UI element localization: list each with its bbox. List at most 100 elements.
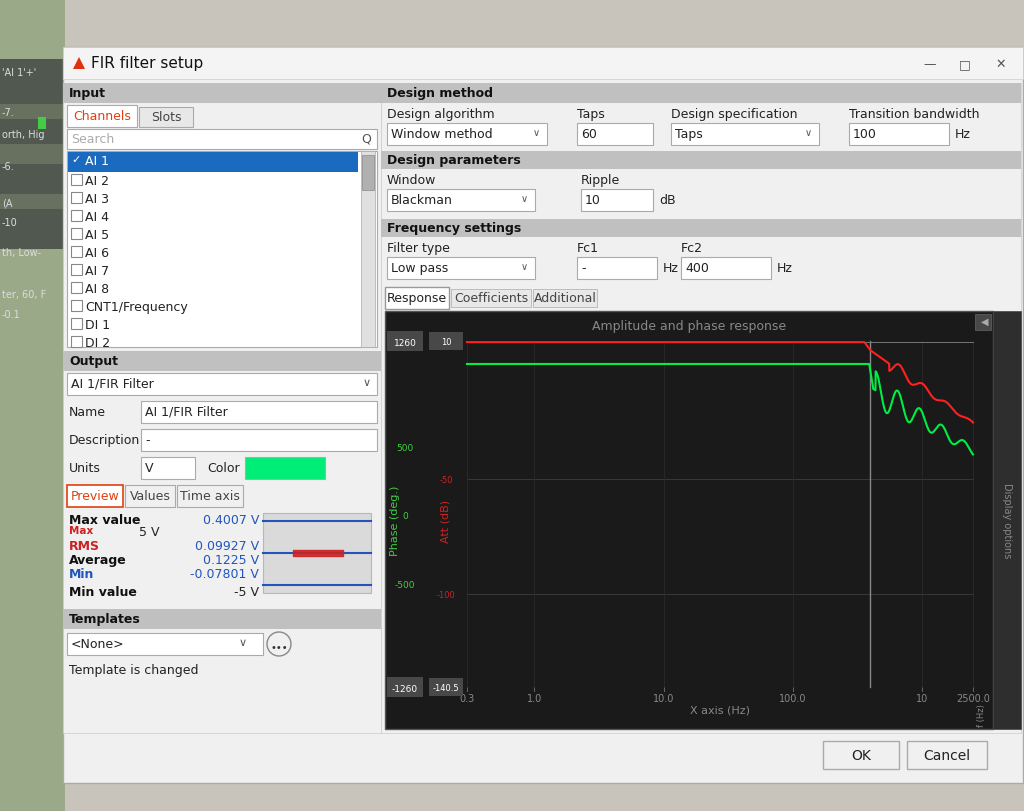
Text: ✓: ✓ [71,155,80,165]
Bar [385,288,449,310]
Bar [0,120,65,145]
Text: Template is changed: Template is changed [69,663,199,676]
Text: -: - [145,433,150,446]
Bar [975,315,991,331]
Bar [141,430,377,452]
Bar [63,609,381,629]
Text: -5 V: -5 V [234,586,259,599]
Bar [381,152,1021,169]
Bar [63,48,1023,80]
Bar [0,105,65,120]
Bar [0,210,65,250]
Text: Design method: Design method [387,87,493,100]
Text: 100.0: 100.0 [779,693,806,703]
Bar [385,311,993,729]
Bar [0,145,65,165]
Text: AI 6: AI 6 [85,247,109,260]
Bar [71,175,82,186]
Bar [581,190,653,212]
Text: •••: ••• [270,642,288,652]
Bar [63,84,381,733]
Text: ◀: ◀ [981,316,988,327]
Text: -0.1: -0.1 [2,310,20,320]
Text: -50: -50 [439,476,453,485]
Text: Blackman: Blackman [391,194,453,207]
Bar [71,264,82,276]
Bar [71,337,82,348]
Bar [71,193,82,204]
Text: Design specification: Design specification [671,108,798,121]
Text: (A: (A [2,198,12,208]
Bar [177,486,243,508]
Text: Window method: Window method [391,128,493,141]
Bar [381,220,1021,238]
Bar [387,258,535,280]
Bar [387,677,423,697]
Bar [71,211,82,221]
Bar [577,124,653,146]
Text: 1.0: 1.0 [527,693,542,703]
Bar [849,124,949,146]
Text: Design parameters: Design parameters [387,154,521,167]
Bar [0,195,65,210]
Text: Display options: Display options [1002,483,1012,558]
Text: ∨: ∨ [362,378,371,388]
Text: Input: Input [69,87,106,100]
Text: -100: -100 [436,590,456,599]
Text: ter, 60, F: ter, 60, F [2,290,46,299]
Text: Time axis: Time axis [180,489,240,502]
Text: X axis (Hz): X axis (Hz) [690,705,750,715]
Bar [429,333,463,350]
Bar [823,741,899,769]
Circle shape [267,633,291,656]
Bar [0,60,65,105]
Bar [71,247,82,258]
Text: 0.09927 V: 0.09927 V [195,539,259,552]
Bar [993,311,1021,729]
Text: -1260: -1260 [392,684,418,693]
Text: Templates: Templates [69,612,140,625]
Text: Ripple: Ripple [581,174,621,187]
Bar [125,486,175,508]
Text: Color: Color [207,461,240,474]
Text: 2500.0: 2500.0 [956,693,990,703]
Text: Q: Q [361,133,371,146]
Text: Units: Units [69,461,101,474]
Text: -10: -10 [2,217,17,228]
Bar [381,84,1021,104]
Bar [577,258,657,280]
Text: 1260: 1260 [393,339,417,348]
Text: Search: Search [71,133,115,146]
Bar [0,165,65,195]
Text: 0: 0 [402,512,408,521]
Text: <None>: <None> [71,637,125,650]
Text: AI 8: AI 8 [85,283,110,296]
Text: ∨: ∨ [534,128,540,138]
Text: Average: Average [69,553,127,566]
Text: 10: 10 [915,693,928,703]
Bar [907,741,987,769]
Bar [387,332,423,351]
Text: Coefficients: Coefficients [454,292,528,305]
Text: -500: -500 [394,581,416,590]
Text: Taps: Taps [577,108,605,121]
Bar [534,290,597,307]
Bar [71,283,82,294]
Text: ∨: ∨ [239,637,247,647]
Text: ∨: ∨ [521,194,528,204]
Text: Channels: Channels [73,109,131,122]
Bar [67,106,137,128]
Text: Max value: Max value [69,513,140,526]
Text: Values: Values [130,489,170,502]
Bar [71,319,82,329]
Text: Hz: Hz [777,262,793,275]
Text: Low pass: Low pass [391,262,449,275]
Text: Slots: Slots [151,111,181,124]
Text: 100: 100 [853,128,877,141]
Text: Fc2: Fc2 [681,242,703,255]
Bar [67,486,123,508]
Text: Additional: Additional [534,292,596,305]
Text: AI 5: AI 5 [85,229,110,242]
Text: Transition bandwidth: Transition bandwidth [849,108,980,121]
Text: V: V [145,461,154,474]
